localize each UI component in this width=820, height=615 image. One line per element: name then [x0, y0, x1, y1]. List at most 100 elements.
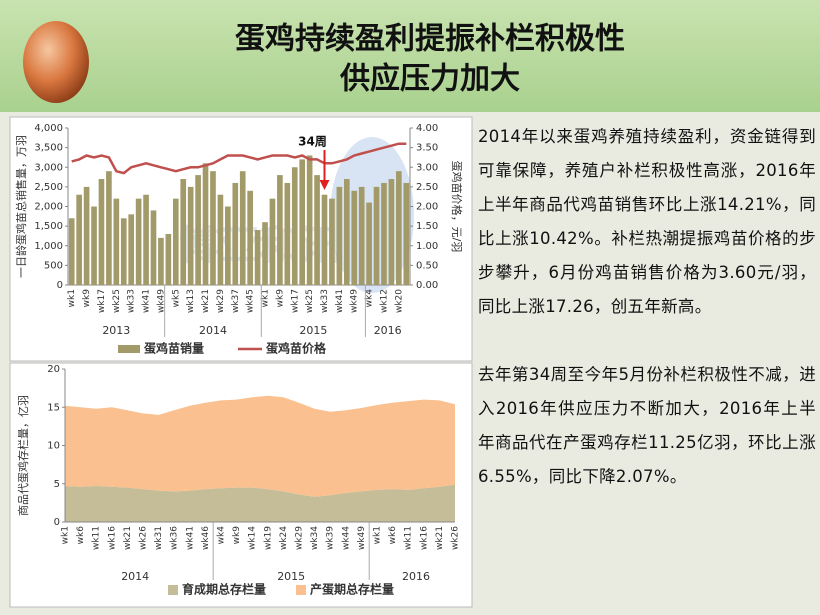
x-tick-label: wk13 [186, 289, 196, 313]
x-tick-label: wk9 [232, 526, 242, 545]
bar [217, 194, 224, 285]
x-tick-label: wk11 [404, 526, 414, 550]
title-line: 供应压力加大 [339, 62, 520, 97]
paragraph: 2014年以来蛋鸡养殖持续盈利，资金链得到可靠保障，养殖户补栏积极性高涨，201… [478, 127, 816, 316]
x-tick-label: wk19 [263, 526, 273, 550]
bar [381, 182, 387, 285]
x-tick-label: wk25 [112, 289, 122, 313]
y-tick-label: 0 [57, 280, 63, 291]
y2-tick-label: 1.00 [416, 241, 438, 252]
title-line: 蛋鸡持续盈利提振补栏积极性 [235, 22, 625, 57]
bar [321, 194, 328, 285]
bar [180, 179, 187, 285]
bar [351, 190, 358, 285]
egg-icon [23, 21, 89, 103]
bar [247, 190, 253, 285]
x-tick-label: wk12 [379, 289, 389, 313]
bar [366, 202, 372, 285]
legend-swatch [118, 345, 140, 353]
x-tick-label: wk6 [76, 526, 86, 545]
legend-label: 育成期总存栏量 [182, 582, 266, 597]
bar [76, 194, 82, 285]
y-axis-label: 商品代蛋鸡存栏量，亿羽 [16, 395, 30, 516]
y-tick-label: 2,500 [34, 182, 63, 193]
x-tick-label: wk33 [320, 289, 330, 313]
y-tick-label: 1,500 [34, 221, 63, 232]
y-tick-label: 15 [47, 402, 60, 413]
legend-label: 产蛋期总存栏量 [310, 582, 394, 597]
bar [150, 210, 157, 285]
bar [98, 179, 105, 285]
bar [306, 155, 313, 285]
y-tick-label: 20 [47, 364, 60, 375]
y2-tick-label: 4.00 [416, 123, 438, 134]
chart-sales-price: 博亚和讯05001,0001,5002,0002,5003,0003,5004,… [14, 123, 464, 356]
x-tick-label: wk21 [201, 289, 211, 313]
bar [336, 186, 343, 285]
year-label: 2015 [299, 324, 327, 337]
bar [388, 179, 395, 285]
year-label: 2013 [102, 324, 130, 337]
x-tick-label: wk44 [341, 526, 351, 550]
x-tick-label: wk16 [419, 526, 429, 550]
bar [232, 182, 239, 285]
year-label: 2014 [121, 570, 149, 583]
y-tick-label: 10 [47, 441, 60, 452]
header-band [0, 0, 820, 112]
y-tick-label: 5 [54, 479, 60, 490]
x-tick-label: wk26 [451, 526, 461, 550]
bar [135, 198, 142, 285]
x-tick-label: wk1 [61, 526, 71, 544]
x-tick-label: wk49 [350, 289, 360, 313]
year-label: 2014 [199, 324, 227, 337]
bar [210, 171, 216, 285]
x-tick-label: wk34 [310, 526, 320, 550]
area [65, 484, 455, 522]
year-label: 2016 [374, 324, 402, 337]
y2-tick-label: 2.00 [416, 202, 438, 213]
x-tick-label: wk41 [185, 526, 195, 550]
y-tick-label: 0 [54, 517, 60, 528]
x-tick-label: wk1 [373, 526, 383, 544]
y2-tick-label: 3.00 [416, 162, 438, 173]
bar [187, 186, 194, 285]
x-tick-label: wk26 [139, 526, 149, 550]
x-tick-label: wk39 [326, 526, 336, 550]
bar [314, 175, 320, 285]
y2-tick-label: 0.00 [416, 280, 438, 291]
x-tick-label: wk20 [394, 289, 404, 313]
x-tick-label: wk4 [365, 289, 375, 308]
legend-swatch [296, 585, 306, 595]
x-tick-label: wk16 [107, 526, 117, 550]
bar [396, 171, 402, 285]
bar [158, 237, 164, 285]
bar [143, 194, 149, 285]
bar [106, 171, 112, 285]
x-tick-label: wk17 [290, 289, 300, 313]
y-tick-label: 500 [44, 260, 63, 271]
x-tick-label: wk1 [67, 289, 77, 307]
x-tick-label: wk6 [388, 526, 398, 545]
x-tick-label: wk41 [335, 289, 345, 313]
legend-label: 蛋鸡苗销量 [144, 341, 204, 356]
x-tick-label: wk17 [97, 289, 107, 313]
bar [299, 159, 306, 285]
y-tick-label: 2,000 [34, 202, 63, 213]
x-tick-label: wk29 [216, 289, 226, 313]
bar [172, 198, 179, 285]
x-tick-label: wk5 [171, 289, 181, 307]
x-tick-label: wk21 [435, 526, 445, 550]
x-tick-label: wk49 [156, 289, 166, 313]
bar [225, 206, 231, 285]
y2-tick-label: 3.50 [416, 143, 438, 154]
area [65, 395, 455, 497]
x-tick-label: wk45 [246, 289, 256, 313]
chart-inventory: 0 5 10 15 20 商品代蛋鸡存栏量，亿羽 wk1 wk6 wk11 wk16 wk21 wk2… [16, 364, 461, 597]
x-tick-label: wk31 [154, 526, 164, 550]
x-tick-label: wk1 [261, 289, 271, 307]
y-tick-label: 1,000 [34, 241, 63, 252]
annotation: 34周 [298, 135, 327, 149]
bar [128, 214, 135, 285]
x-tick-label: wk36 [170, 526, 180, 550]
